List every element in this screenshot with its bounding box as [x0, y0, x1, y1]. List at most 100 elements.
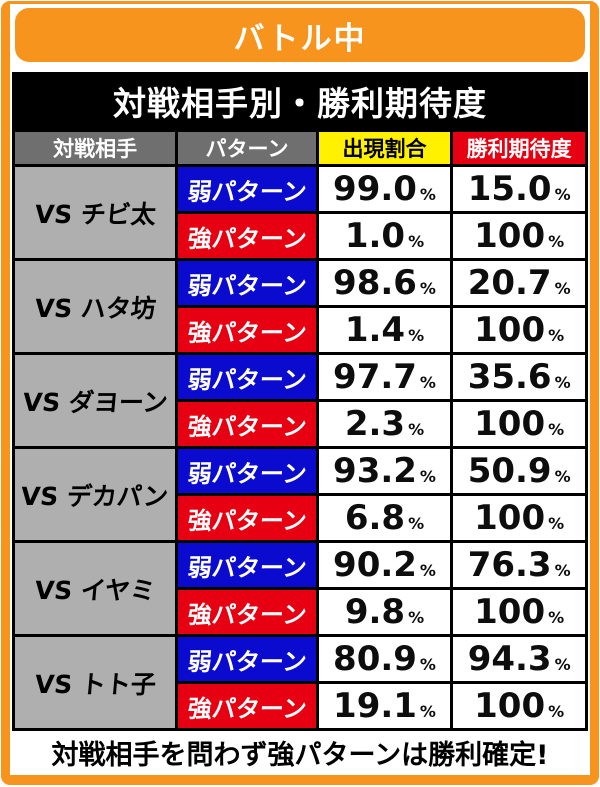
- win-expectation-value: 100: [474, 686, 546, 726]
- pattern-label: 強パターン: [186, 318, 308, 347]
- pattern-label: 弱パターン: [186, 365, 308, 394]
- appearance-rate-value: 90.2: [333, 545, 417, 585]
- win-expectation-table: 対戦相手 パターン 出現割合 勝利期待度 VS チビ太 弱パターン 99.0% …: [11, 129, 588, 731]
- win-expectation-value: 100: [474, 498, 546, 538]
- pattern-label: 強パターン: [186, 600, 308, 629]
- percent-suffix: %: [419, 373, 436, 392]
- table-row: VS イヤミ 弱パターン 90.2% 76.3%: [11, 540, 588, 637]
- opponent-label: VS ダヨーン: [21, 387, 169, 417]
- table-title: 対戦相手別・勝利期待度: [113, 83, 487, 123]
- table-row: 強パターン 1.4% 100%: [14, 305, 588, 355]
- win-expectation-value: 94.3: [467, 639, 552, 679]
- pattern-cell-strong: 強パターン: [175, 211, 319, 261]
- pattern-cell-weak: 弱パターン: [175, 164, 319, 214]
- appearance-rate-value: 6.8: [344, 498, 406, 538]
- pattern-cell-strong: 強パターン: [175, 399, 319, 449]
- pattern-cell-strong: 強パターン: [175, 493, 319, 543]
- appearance-rate-cell: 93.2%: [315, 446, 454, 496]
- percent-suffix: %: [548, 420, 565, 439]
- column-header-opponent: 対戦相手: [11, 129, 179, 167]
- table-row: 強パターン 9.8% 100%: [14, 587, 588, 637]
- pattern-label: 弱パターン: [186, 647, 308, 676]
- table-section: 対戦相手別・勝利期待度 対戦相手 パターン 出現割合 勝利期待度 VS チビ太 …: [11, 72, 588, 731]
- opponent-label: VS チビ太: [33, 199, 157, 229]
- win-expectation-cell: 100%: [450, 493, 588, 543]
- win-expectation-value: 35.6: [467, 357, 552, 397]
- pattern-label: 弱パターン: [186, 553, 308, 582]
- pattern-label: 弱パターン: [186, 177, 308, 206]
- percent-suffix: %: [548, 326, 565, 345]
- win-expectation-value: 100: [474, 592, 546, 632]
- footer-note: 対戦相手を問わず強パターンは勝利確定!: [12, 731, 588, 773]
- win-expectation-cell: 100%: [450, 399, 588, 449]
- opponent-cell: VS トト子: [11, 634, 179, 731]
- opponent-cell: VS イヤミ: [11, 540, 179, 637]
- percent-suffix: %: [548, 232, 565, 251]
- percent-suffix: %: [419, 279, 436, 298]
- table-row: VS ダヨーン 弱パターン 97.7% 35.6%: [11, 352, 588, 449]
- percent-suffix: %: [408, 608, 425, 627]
- appearance-rate-cell: 1.0%: [315, 211, 454, 261]
- pattern-cell-strong: 強パターン: [175, 681, 319, 731]
- appearance-rate-value: 1.0: [344, 216, 406, 256]
- percent-suffix: %: [408, 326, 425, 345]
- pattern-cell-weak: 弱パターン: [175, 446, 319, 496]
- appearance-rate-cell: 6.8%: [315, 493, 454, 543]
- pattern-cell-strong: 強パターン: [175, 305, 319, 355]
- percent-suffix: %: [419, 702, 436, 721]
- percent-suffix: %: [554, 373, 571, 392]
- pattern-label: 強パターン: [186, 224, 308, 253]
- percent-suffix: %: [554, 185, 571, 204]
- appearance-rate-value: 97.7: [333, 357, 417, 397]
- win-expectation-cell: 100%: [450, 587, 588, 637]
- win-expectation-value: 15.0: [467, 169, 552, 209]
- win-expectation-cell: 50.9%: [450, 446, 588, 496]
- opponent-label: VS トト子: [33, 669, 157, 699]
- appearance-rate-cell: 90.2%: [315, 540, 454, 590]
- appearance-rate-value: 19.1: [333, 686, 417, 726]
- appearance-rate-value: 99.0: [333, 169, 417, 209]
- win-expectation-cell: 94.3%: [450, 634, 588, 684]
- column-header-win: 勝利期待度: [450, 129, 588, 167]
- pattern-cell-weak: 弱パターン: [175, 540, 319, 590]
- percent-suffix: %: [554, 279, 571, 298]
- percent-suffix: %: [548, 702, 565, 721]
- win-expectation-cell: 15.0%: [450, 164, 588, 214]
- pattern-cell-weak: 弱パターン: [175, 258, 319, 308]
- appearance-rate-cell: 98.6%: [315, 258, 454, 308]
- pattern-label: 弱パターン: [186, 459, 308, 488]
- appearance-rate-value: 1.4: [344, 310, 406, 350]
- pattern-label: 強パターン: [186, 506, 308, 535]
- appearance-rate-cell: 1.4%: [315, 305, 454, 355]
- pattern-label: 弱パターン: [186, 271, 308, 300]
- appearance-rate-value: 98.6: [333, 263, 417, 303]
- table-row: VS ハタ坊 弱パターン 98.6% 20.7%: [11, 258, 588, 355]
- win-expectation-cell: 100%: [450, 211, 588, 261]
- table-row: VS チビ太 弱パターン 99.0% 15.0%: [11, 164, 588, 261]
- pattern-cell-strong: 強パターン: [175, 587, 319, 637]
- table-row: 強パターン 19.1% 100%: [14, 681, 588, 731]
- appearance-rate-value: 9.8: [344, 592, 406, 632]
- page-title: バトル中: [15, 8, 585, 62]
- win-expectation-value: 100: [474, 310, 546, 350]
- appearance-rate-value: 2.3: [344, 404, 406, 444]
- percent-suffix: %: [408, 232, 425, 251]
- table-row: VS デカパン 弱パターン 93.2% 50.9%: [11, 446, 588, 543]
- percent-suffix: %: [419, 655, 436, 674]
- pattern-label: 強パターン: [186, 412, 308, 441]
- page-content: バトル中 対戦相手別・勝利期待度 対戦相手 パターン 出現割合 勝利期待度 VS…: [10, 4, 590, 773]
- percent-suffix: %: [419, 185, 436, 204]
- header-row: 対戦相手 パターン 出現割合 勝利期待度: [11, 129, 588, 167]
- win-expectation-cell: 100%: [450, 681, 588, 731]
- win-expectation-cell: 76.3%: [450, 540, 588, 590]
- percent-suffix: %: [419, 467, 436, 486]
- table-row: 強パターン 1.0% 100%: [14, 211, 588, 261]
- appearance-rate-cell: 2.3%: [315, 399, 454, 449]
- win-expectation-value: 50.9: [467, 451, 552, 491]
- win-expectation-cell: 100%: [450, 305, 588, 355]
- table-row: 強パターン 6.8% 100%: [14, 493, 588, 543]
- percent-suffix: %: [548, 514, 565, 533]
- appearance-rate-cell: 9.8%: [315, 587, 454, 637]
- opponent-cell: VS デカパン: [11, 446, 179, 543]
